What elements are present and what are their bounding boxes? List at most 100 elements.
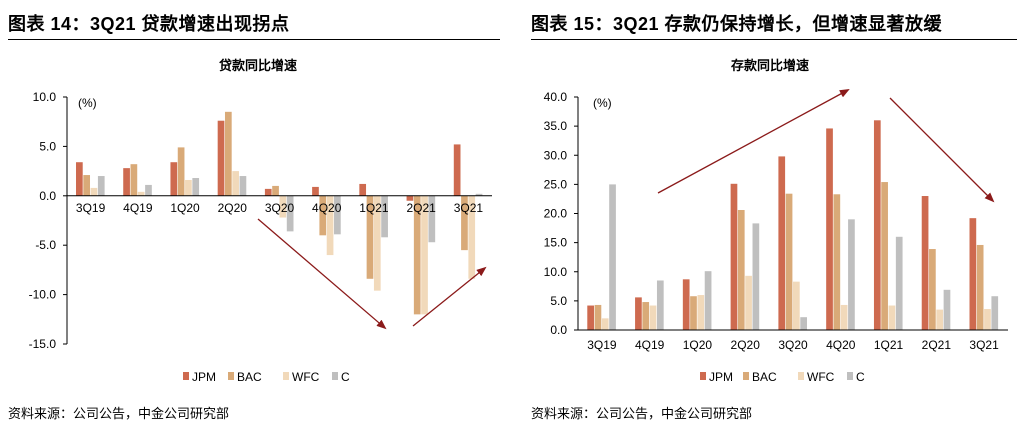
bar-c-4q20 — [334, 195, 341, 235]
y-tick-label: 25.0 — [544, 177, 568, 191]
loan-trend-down-arrow — [257, 218, 387, 330]
bar-bac-1q21 — [881, 182, 888, 330]
bar-wfc-1q20 — [697, 295, 705, 330]
bar-jpm-3q21 — [453, 144, 461, 196]
bar-wfc-3q21 — [468, 195, 476, 279]
deposit-growth-chart: 存款同比增速 (%) 40.0 35.0 30.0 25.0 20.0 15.0 10.0 5.0… — [544, 58, 1008, 384]
bar-bac-3q21 — [976, 244, 984, 330]
y-tick-label: 20.0 — [544, 207, 568, 221]
legend-label-jpm: JPM — [192, 370, 216, 384]
bar-c-3q21 — [991, 296, 999, 330]
left-source-note: 资料来源：公司公告，中金公司研究部 — [8, 406, 230, 421]
bar-bac-4q19 — [130, 164, 138, 196]
bar-c-2q20 — [752, 223, 760, 330]
bar-wfc-3q20 — [279, 195, 287, 218]
bar-bac-4q20 — [833, 194, 841, 330]
bar-c-3q20 — [800, 317, 807, 330]
legend-label-wfc: WFC — [292, 370, 320, 384]
bar-jpm-2q20 — [730, 183, 738, 330]
trend-arrows — [257, 89, 995, 330]
unit-label: (%) — [593, 96, 612, 110]
x-tick-label: 4Q19 — [123, 201, 153, 215]
right-title-rule — [531, 39, 1017, 40]
bar-jpm-1q21 — [873, 120, 881, 330]
bar-bac-3q19 — [83, 175, 91, 196]
bar-wfc-1q21 — [888, 305, 896, 330]
x-tick-label: 2Q21 — [406, 201, 436, 215]
bar-bac-3q19 — [594, 304, 602, 330]
x-tick-label: 3Q21 — [969, 338, 999, 352]
bar-c-1q20 — [192, 178, 200, 196]
bar-c-1q20 — [704, 271, 712, 330]
bar-bac-1q20 — [177, 147, 185, 196]
left-figure-title: 图表 14：3Q21 贷款增速出现拐点 — [8, 14, 290, 34]
x-tick-label: 1Q20 — [170, 201, 200, 215]
bar-bac-2q20 — [737, 210, 745, 330]
bar-bac-2q21 — [413, 195, 421, 315]
unit-label: (%) — [78, 96, 97, 110]
bar-jpm-4q20 — [312, 186, 319, 196]
bar-bac-3q20 — [785, 193, 793, 330]
x-tick-label: 2Q21 — [922, 338, 952, 352]
x-tick-label: 2Q20 — [218, 201, 248, 215]
bar-wfc-4q19 — [649, 305, 657, 330]
bar-wfc-4q20 — [840, 304, 848, 330]
legend-swatch-jpm — [700, 372, 706, 380]
legend-swatch-c — [332, 372, 338, 380]
bar-bac-4q20 — [319, 195, 327, 236]
bar-c-2q20 — [239, 176, 247, 196]
bar-jpm-1q21 — [359, 183, 367, 196]
bar-wfc-4q20 — [326, 195, 334, 256]
x-tick-label: 1Q21 — [874, 338, 904, 352]
bar-jpm-4q19 — [123, 168, 130, 196]
bar-c-1q21 — [381, 195, 388, 238]
right-figure-title: 图表 15：3Q21 存款仍保持增长，但增速显著放缓 — [531, 14, 943, 34]
bar-jpm-3q19 — [587, 305, 594, 330]
x-tick-label: 3Q20 — [265, 201, 295, 215]
bar-wfc-4q19 — [137, 191, 145, 196]
y-tick-label: -5.0 — [35, 238, 56, 252]
bar-c-3q19 — [97, 176, 105, 196]
x-tick-label: 3Q19 — [76, 201, 106, 215]
bar-jpm-2q21 — [406, 195, 414, 201]
bar-wfc-3q19 — [90, 187, 98, 196]
deposit-trend-up-arrow — [657, 89, 850, 194]
legend-swatch-wfc — [283, 372, 289, 380]
bar-jpm-3q19 — [76, 162, 83, 196]
x-tick-label: 3Q21 — [454, 201, 484, 215]
y-tick-label: 15.0 — [544, 236, 568, 250]
x-tick-label: 2Q20 — [731, 338, 761, 352]
legend-label-c: C — [856, 370, 865, 384]
deposit-trend-down-arrow — [889, 97, 995, 203]
y-tick-label: -10.0 — [29, 288, 57, 302]
legend-swatch-wfc — [798, 372, 804, 380]
bar-wfc-1q21 — [373, 195, 381, 291]
x-tick-label: 1Q20 — [683, 338, 713, 352]
x-tick-label: 4Q20 — [312, 201, 342, 215]
bar-c-1q21 — [895, 236, 903, 330]
bar-c-2q21 — [428, 195, 436, 243]
bar-c-4q19 — [145, 184, 152, 196]
bar-bac-3q20 — [272, 185, 279, 196]
bar-c-3q19 — [609, 184, 616, 331]
y-tick-label: 0.0 — [550, 323, 567, 337]
bar-jpm-3q21 — [969, 218, 977, 330]
bar-jpm-1q20 — [170, 162, 178, 196]
chart-title: 贷款同比增速 — [219, 58, 297, 73]
y-tick-label: 30.0 — [544, 148, 568, 162]
bar-bac-1q20 — [690, 296, 697, 330]
legend-label-jpm: JPM — [709, 370, 733, 384]
y-tick-label: 10.0 — [33, 90, 57, 104]
bar-wfc-3q20 — [793, 281, 800, 330]
bar-bac-3q21 — [461, 195, 468, 251]
legend-label-c: C — [341, 370, 350, 384]
bar-bac-4q19 — [642, 302, 650, 330]
bar-jpm-4q20 — [826, 128, 833, 330]
y-tick-label: 10.0 — [544, 265, 568, 279]
legend-swatch-c — [847, 372, 853, 380]
legend-swatch-jpm — [183, 372, 189, 380]
x-tick-label: 3Q19 — [587, 338, 617, 352]
legend-label-wfc: WFC — [807, 370, 835, 384]
bar-bac-1q21 — [366, 195, 374, 279]
